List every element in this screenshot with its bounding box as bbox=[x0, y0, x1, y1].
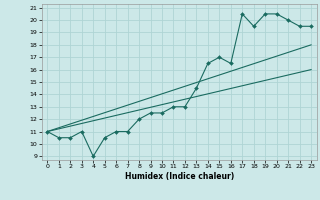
X-axis label: Humidex (Indice chaleur): Humidex (Indice chaleur) bbox=[124, 172, 234, 181]
